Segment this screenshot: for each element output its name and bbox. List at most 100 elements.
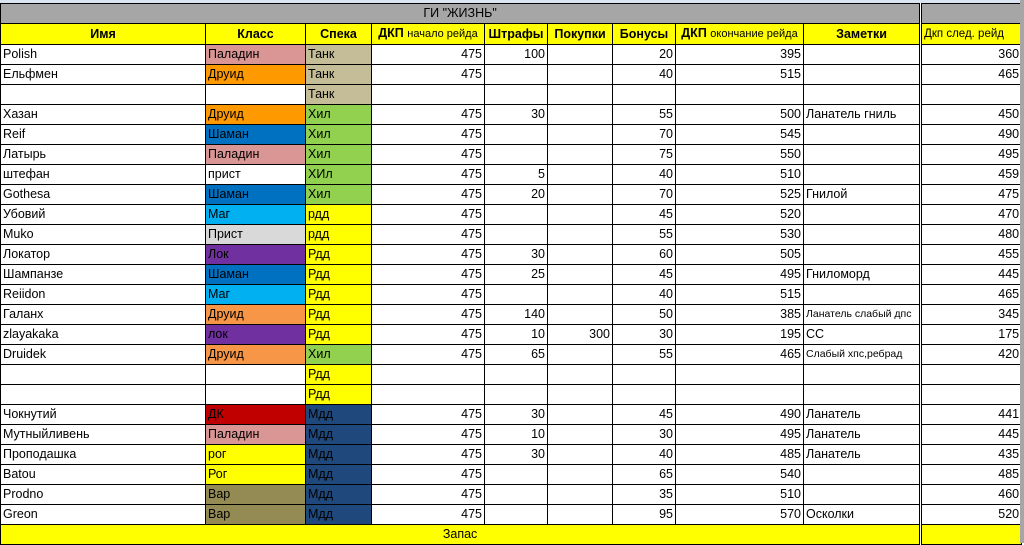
cell-spec[interactable]: рдд	[305, 224, 372, 245]
cell-dkp-end[interactable]: 490	[675, 404, 804, 425]
cell-dkp-start[interactable]: 475	[371, 324, 485, 345]
cell-class[interactable]: Паладин	[205, 144, 306, 165]
cell-dkp-start[interactable]: 475	[371, 284, 485, 305]
cell-bonuses[interactable]: 70	[612, 124, 676, 145]
cell-dkp-start[interactable]: 475	[371, 424, 485, 445]
cell-notes[interactable]: СС	[802, 324, 922, 345]
cell-dkp-end[interactable]	[675, 384, 804, 405]
cell-dkp-end[interactable]: 505	[675, 244, 804, 265]
reserve-label[interactable]: Запас	[0, 524, 922, 545]
cell-dkp-end[interactable]: 520	[675, 204, 804, 225]
cell-notes[interactable]	[802, 284, 922, 305]
cell-purchases[interactable]	[547, 104, 613, 125]
cell-purchases[interactable]	[547, 504, 613, 525]
cell-purchases[interactable]	[547, 184, 613, 205]
cell-notes[interactable]	[802, 464, 922, 485]
cell-penalties[interactable]	[484, 64, 548, 85]
cell-bonuses[interactable]: 95	[612, 504, 676, 525]
cell-spec[interactable]: Рдд	[305, 284, 372, 305]
cell-name[interactable]: Greon	[0, 504, 206, 525]
cell-class[interactable]: Шаман	[205, 124, 306, 145]
cell-dkp-start[interactable]	[371, 84, 485, 105]
cell-spec[interactable]: Хил	[305, 184, 372, 205]
cell-spec[interactable]: Рдд	[305, 304, 372, 325]
cell-purchases[interactable]	[547, 164, 613, 185]
cell-notes[interactable]: Слабый хпс,ребрад	[802, 344, 922, 365]
cell-spec[interactable]: Мдд	[305, 464, 372, 485]
cell-notes[interactable]	[802, 244, 922, 265]
cell-dkp-next[interactable]: 485	[919, 464, 1023, 485]
cell-penalties[interactable]	[484, 364, 548, 385]
cell-bonuses[interactable]	[612, 384, 676, 405]
cell-bonuses[interactable]	[612, 364, 676, 385]
header-dkp-start[interactable]: ДКП начало рейда	[371, 23, 485, 45]
cell-notes[interactable]: Ланатель гниль	[802, 104, 922, 125]
cell-class[interactable]: Друид	[205, 104, 306, 125]
cell-bonuses[interactable]: 50	[612, 304, 676, 325]
cell-dkp-next[interactable]: 441	[919, 404, 1023, 425]
cell-penalties[interactable]: 30	[484, 404, 548, 425]
cell-name[interactable]: Prodno	[0, 484, 206, 505]
cell-notes[interactable]: Гниломорд	[802, 264, 922, 285]
cell-class[interactable]: ДК	[205, 404, 306, 425]
cell-dkp-end[interactable]: 530	[675, 224, 804, 245]
cell-spec[interactable]: Танк	[305, 44, 372, 65]
cell-dkp-next[interactable]: 445	[919, 264, 1023, 285]
cell-spec[interactable]: Рдд	[305, 384, 372, 405]
cell-penalties[interactable]: 10	[484, 324, 548, 345]
cell-name[interactable]: Gothesa	[0, 184, 206, 205]
cell-class[interactable]: рог	[205, 444, 306, 465]
cell-dkp-next[interactable]: 495	[919, 144, 1023, 165]
cell-spec[interactable]: Хил	[305, 344, 372, 365]
cell-dkp-start[interactable]: 475	[371, 224, 485, 245]
cell-notes[interactable]: Ланатель	[802, 444, 922, 465]
cell-dkp-end[interactable]: 540	[675, 464, 804, 485]
cell-name[interactable]: Druidek	[0, 344, 206, 365]
cell-dkp-end[interactable]: 495	[675, 264, 804, 285]
cell-dkp-start[interactable]: 475	[371, 344, 485, 365]
cell-dkp-next[interactable]: 345	[919, 304, 1023, 325]
cell-dkp-next[interactable]: 460	[919, 484, 1023, 505]
cell-notes[interactable]	[802, 164, 922, 185]
cell-class[interactable]: Прист	[205, 224, 306, 245]
cell-purchases[interactable]	[547, 464, 613, 485]
cell-class[interactable]: Вар	[205, 504, 306, 525]
cell-dkp-start[interactable]: 475	[371, 504, 485, 525]
cell-bonuses[interactable]: 40	[612, 444, 676, 465]
cell-class[interactable]: лок	[205, 324, 306, 345]
cell-bonuses[interactable]: 40	[612, 284, 676, 305]
cell-class[interactable]: Паладин	[205, 424, 306, 445]
cell-penalties[interactable]: 100	[484, 44, 548, 65]
cell-dkp-next[interactable]	[919, 384, 1023, 405]
cell-dkp-next[interactable]: 450	[919, 104, 1023, 125]
cell-spec[interactable]: Танк	[305, 84, 372, 105]
cell-bonuses[interactable]: 60	[612, 244, 676, 265]
cell-dkp-end[interactable]: 515	[675, 64, 804, 85]
cell-dkp-next[interactable]: 445	[919, 424, 1023, 445]
cell-spec[interactable]: Мдд	[305, 504, 372, 525]
cell-name[interactable]: zlayakaka	[0, 324, 206, 345]
cell-bonuses[interactable]: 70	[612, 184, 676, 205]
cell-dkp-next[interactable]: 480	[919, 224, 1023, 245]
cell-spec[interactable]: Хил	[305, 104, 372, 125]
cell-penalties[interactable]: 140	[484, 304, 548, 325]
cell-purchases[interactable]	[547, 484, 613, 505]
cell-class[interactable]: Шаман	[205, 184, 306, 205]
cell-dkp-start[interactable]: 475	[371, 184, 485, 205]
cell-dkp-next[interactable]: 175	[919, 324, 1023, 345]
cell-dkp-end[interactable]: 485	[675, 444, 804, 465]
cell-name[interactable]: штефан	[0, 164, 206, 185]
cell-dkp-start[interactable]: 475	[371, 304, 485, 325]
cell-penalties[interactable]	[484, 204, 548, 225]
cell-dkp-end[interactable]: 510	[675, 164, 804, 185]
cell-purchases[interactable]	[547, 304, 613, 325]
cell-name[interactable]	[0, 364, 206, 385]
cell-dkp-start[interactable]: 475	[371, 44, 485, 65]
cell-class[interactable]	[205, 384, 306, 405]
cell-bonuses[interactable]: 35	[612, 484, 676, 505]
cell-spec[interactable]: Мдд	[305, 484, 372, 505]
cell-name[interactable]: Мутныйливень	[0, 424, 206, 445]
cell-purchases[interactable]	[547, 144, 613, 165]
cell-bonuses[interactable]: 30	[612, 424, 676, 445]
cell-name[interactable]: Ельфмен	[0, 64, 206, 85]
